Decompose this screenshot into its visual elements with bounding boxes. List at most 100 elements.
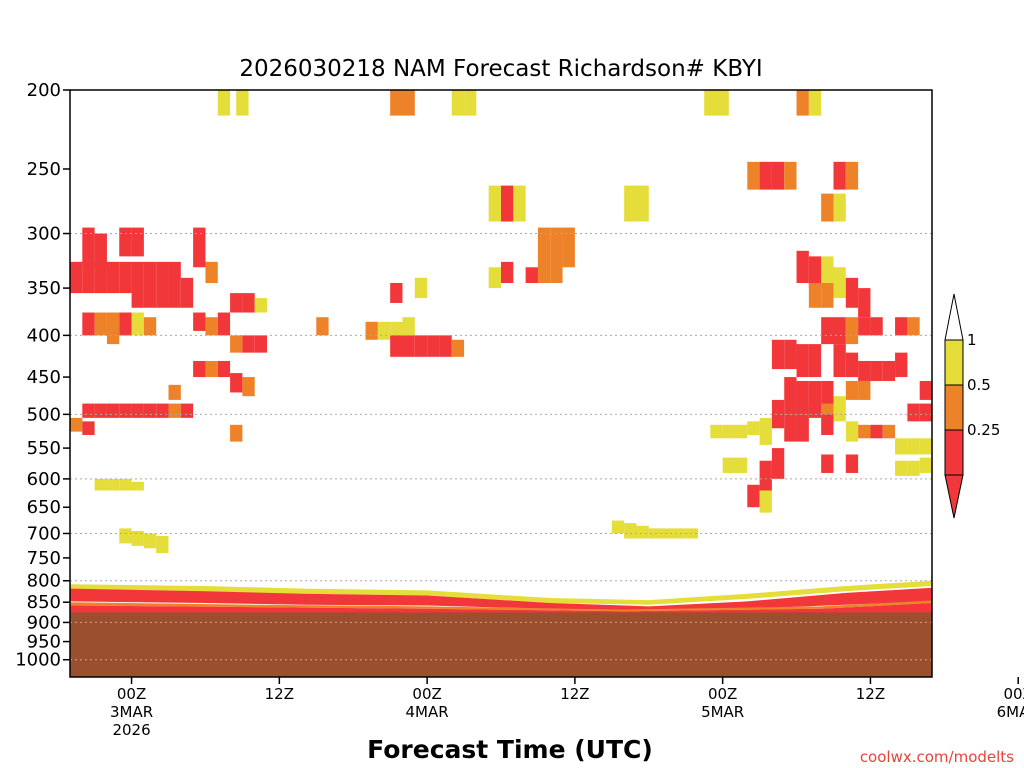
ri-cell — [94, 233, 107, 268]
ri-cell — [636, 525, 649, 539]
ri-cell — [771, 399, 785, 429]
ri-cell — [919, 438, 932, 455]
ri-cell — [673, 528, 686, 539]
ri-cell — [759, 490, 772, 513]
plot-area — [70, 90, 932, 677]
ri-cell — [501, 185, 514, 222]
colorbar-legend: 1 0.5 0.25 — [944, 293, 1000, 519]
ri-cell — [661, 528, 674, 539]
ri-cell — [734, 424, 748, 439]
ri-cell — [193, 312, 206, 331]
ri-cell — [193, 227, 206, 268]
ri-cell — [156, 535, 169, 554]
plot-frame — [69, 89, 933, 678]
x-tick-label: 00Z — [708, 685, 737, 703]
ri-low-band — [70, 567, 932, 605]
ri-cell — [833, 396, 846, 422]
ri-cell — [82, 403, 95, 418]
ri-cell — [168, 384, 181, 400]
ri-cell — [624, 185, 637, 222]
ri-cell — [230, 335, 243, 353]
ri-cell — [94, 261, 107, 294]
ri-cell — [833, 193, 846, 222]
ri-cell — [439, 335, 452, 357]
ri-cell — [119, 403, 132, 418]
ri-cell — [562, 227, 575, 268]
ri-cell — [94, 312, 107, 336]
ri-cell — [156, 403, 169, 418]
ri-cell — [784, 377, 797, 415]
y-tick-label: 900 — [27, 612, 61, 633]
ri-cell — [845, 352, 859, 378]
ri-cell — [119, 227, 132, 257]
y-tick-label: 300 — [27, 224, 61, 245]
colorbar-min-arrow — [944, 474, 964, 519]
ri-cell — [205, 261, 218, 284]
y-tick-label: 950 — [27, 632, 61, 653]
ri-cell — [624, 523, 637, 539]
ri-cell — [808, 283, 822, 308]
ri-cell — [845, 317, 859, 345]
colorbar-max-arrow — [944, 293, 964, 341]
ri-cell — [919, 457, 932, 473]
ri-cell — [390, 335, 403, 357]
ri-cell — [858, 288, 871, 318]
ri-cell — [70, 261, 83, 294]
ri-cell — [722, 424, 735, 439]
ri-cell — [722, 457, 735, 473]
ri-cell — [451, 90, 465, 116]
ri-cell — [119, 528, 132, 544]
ri-cell — [821, 317, 834, 345]
y-tick-label: 250 — [27, 159, 61, 180]
ri-cell — [390, 283, 403, 303]
y-tick-label: 750 — [27, 548, 61, 569]
ri-cell — [119, 261, 132, 294]
ri-cell — [808, 344, 822, 378]
ri-cell — [771, 161, 785, 190]
ri-cell — [833, 267, 846, 299]
ri-low-band — [70, 575, 932, 611]
ri-cell — [747, 421, 760, 435]
ri-cell — [821, 193, 834, 222]
ri-cell — [131, 530, 144, 546]
ri-cell — [82, 312, 95, 336]
chart-title: 2026030218 NAM Forecast Richardson# KBYI — [239, 56, 762, 82]
ri-cell — [131, 227, 144, 257]
ri-cell — [870, 424, 883, 439]
ri-cell — [525, 267, 538, 284]
ri-cell — [821, 414, 834, 435]
colorbar-label: 0.5 — [967, 376, 991, 394]
ri-cell — [771, 339, 785, 370]
ri-cell — [895, 352, 908, 378]
ri-cell — [771, 448, 785, 479]
ri-cell — [796, 380, 809, 415]
y-tick-label: 600 — [27, 469, 61, 490]
ri-cell — [537, 227, 551, 284]
ri-cell — [131, 312, 144, 336]
ri-cell — [858, 317, 871, 336]
x-tick-label: 00Z — [1004, 685, 1024, 703]
ri-cell — [821, 283, 834, 308]
ri-cell — [464, 90, 477, 116]
ri-cell — [858, 360, 871, 381]
ri-cell — [759, 161, 772, 190]
ri-cell — [82, 261, 95, 294]
ri-cell — [513, 185, 526, 222]
ri-cell — [759, 417, 772, 445]
ri-cell — [242, 293, 255, 313]
ri-cell — [796, 344, 809, 378]
y-tick-label: 200 — [27, 80, 61, 101]
colorbar-label: 1 — [967, 331, 977, 349]
ri-cell — [217, 312, 231, 336]
ri-cell — [217, 360, 231, 378]
ri-cell — [833, 161, 846, 190]
ri-cell — [704, 90, 717, 116]
ri-cell — [82, 227, 95, 268]
ri-cell — [402, 335, 415, 357]
ri-cell — [390, 90, 403, 116]
x-tick-label: 3MAR — [110, 703, 153, 721]
ri-cell — [70, 417, 83, 432]
ri-cell — [94, 478, 107, 491]
ri-cell — [907, 317, 920, 336]
